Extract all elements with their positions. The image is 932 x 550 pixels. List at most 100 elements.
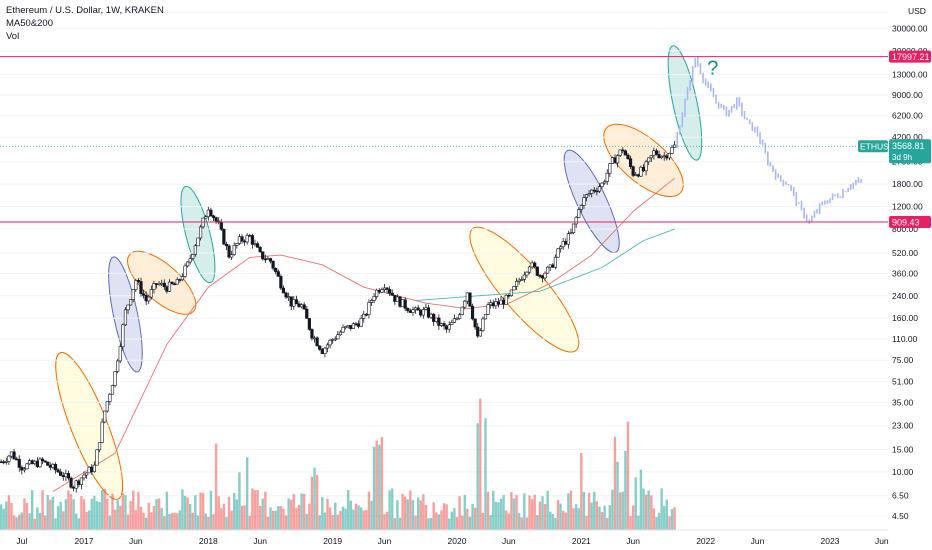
volume-bar: [152, 505, 156, 530]
candle: [628, 158, 633, 167]
candle: [25, 463, 29, 470]
candle: [17, 459, 21, 468]
volume-bar: [33, 518, 36, 530]
candle: [149, 289, 153, 298]
candle: [175, 279, 179, 285]
volume-bar: [564, 512, 567, 530]
x-tick-label: Jun: [502, 536, 516, 546]
volume-bar: [315, 474, 319, 530]
candle: [53, 464, 58, 471]
candle: [592, 189, 596, 192]
candle: [46, 461, 50, 466]
candle: [582, 197, 586, 206]
volume-bar: [567, 493, 570, 530]
candle: [377, 289, 381, 293]
volume-bar: [126, 514, 130, 530]
candle: [535, 266, 539, 276]
volume-bar: [209, 490, 213, 530]
y-tick-label: 4200.00: [892, 132, 923, 142]
volume-bar: [43, 515, 47, 530]
candle: [419, 309, 423, 316]
volume-bar: [56, 506, 60, 530]
volume-bar: [142, 512, 145, 530]
volume-bar: [618, 492, 622, 530]
volume-bar: [113, 509, 117, 530]
candle: [307, 318, 311, 330]
volume-bar: [178, 510, 182, 530]
candle: [351, 323, 355, 329]
candle: [499, 299, 503, 305]
volume-bar: [240, 505, 244, 530]
x-axis[interactable]: Jul 2017 Jun 2018 Jun 2019 Jun 2020 Jun 2021 Jun 20…: [0, 529, 889, 546]
candle: [509, 289, 513, 296]
candle: [543, 272, 547, 279]
candle: [613, 157, 617, 164]
candle: [553, 256, 558, 268]
volume-bar: [222, 503, 226, 530]
volume-bar: [165, 491, 169, 530]
y-axis-background[interactable]: [888, 0, 932, 530]
candle: [118, 346, 122, 362]
candle: [483, 314, 488, 320]
candle: [551, 264, 555, 268]
candle: [424, 307, 428, 310]
volume-bar: [49, 499, 52, 530]
volume-bar: [305, 513, 308, 530]
candle: [51, 464, 55, 468]
volume-bar: [380, 437, 384, 530]
candle: [502, 299, 506, 305]
candle: [121, 324, 125, 347]
volume-bar: [331, 514, 334, 530]
volume-bar: [533, 494, 536, 530]
candle: [605, 172, 609, 182]
volume-bar: [450, 511, 454, 530]
volume-bar: [572, 508, 575, 530]
volume-bar: [427, 518, 430, 530]
volume-bar: [608, 505, 612, 530]
candle: [561, 241, 565, 248]
y-tick-label: 4.50: [892, 511, 909, 521]
y-tick-label: 110.00: [892, 334, 918, 344]
x-tick-label: Jun: [875, 536, 889, 546]
volume-bar: [64, 499, 68, 530]
volume-indicator-label[interactable]: Vol: [6, 31, 20, 42]
volume-bar: [541, 496, 544, 530]
volume-bar: [87, 510, 91, 530]
candle: [401, 299, 405, 307]
candle: [310, 329, 314, 339]
symbol-title[interactable]: Ethereum / U.S. Dollar, 1W, KRAKEN: [6, 5, 164, 16]
volume-bar: [660, 488, 663, 530]
volume-bar: [116, 500, 119, 530]
candle: [230, 254, 234, 258]
volume-bar: [245, 457, 249, 530]
volume-bar: [271, 510, 275, 530]
volume-bar: [7, 495, 11, 530]
candle: [33, 460, 37, 465]
y-axis[interactable]: USD 4.50 6.50 10.00 15.00 23.00 35.00 51.00 75.0…: [888, 0, 932, 530]
volume-bar: [15, 517, 18, 530]
volume-bar: [163, 516, 166, 530]
candle: [110, 385, 115, 395]
volume-bar: [631, 505, 635, 530]
candlesticks: [0, 140, 677, 493]
volume-bar: [582, 491, 586, 530]
volume-bar: [54, 518, 57, 530]
volume-bars: [0, 398, 676, 530]
volume-bar: [359, 507, 363, 530]
volume-bar: [95, 501, 99, 530]
candle: [82, 474, 86, 479]
volume-bar: [248, 516, 251, 530]
candle: [147, 296, 151, 302]
candle: [413, 307, 418, 310]
current-price-label: 3568.81: [892, 141, 925, 151]
candle: [362, 313, 366, 319]
candle: [77, 480, 81, 485]
ma-indicator-label[interactable]: MA50&200: [6, 18, 54, 29]
candle: [9, 451, 14, 457]
volume-bar: [147, 502, 150, 530]
volume-bar: [235, 499, 239, 530]
candle: [15, 458, 19, 461]
volume-bar: [36, 507, 39, 530]
volume-bar: [546, 490, 549, 530]
candle: [20, 467, 24, 471]
